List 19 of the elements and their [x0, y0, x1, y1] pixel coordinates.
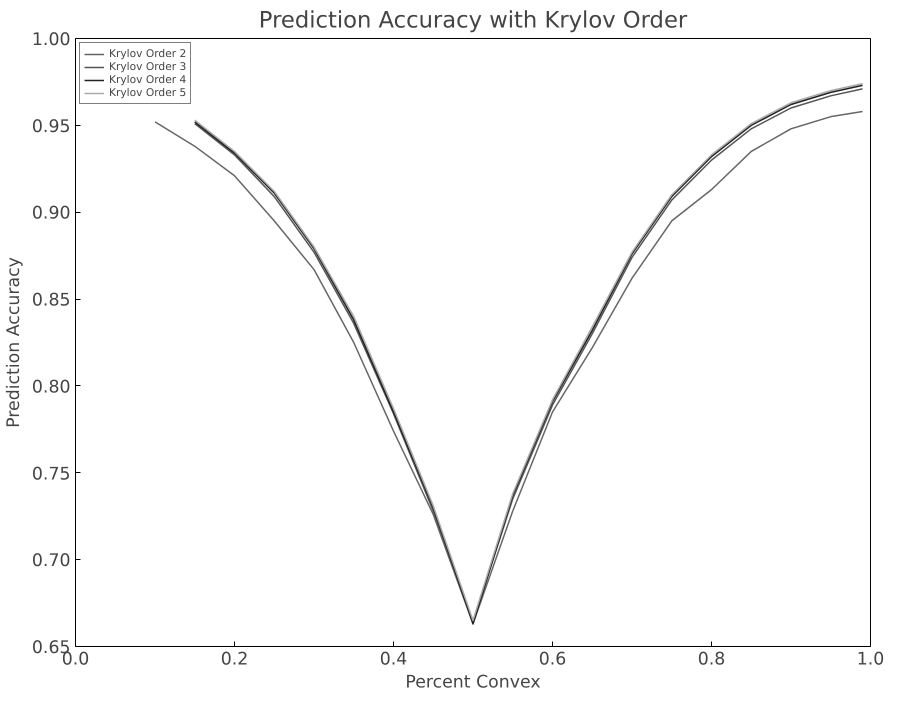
y-tick-label: 0.70 [32, 551, 71, 572]
y-tick-label: 0.85 [32, 290, 71, 311]
y-tick-label: 0.95 [32, 116, 71, 137]
legend-label: Krylov Order 3 [109, 60, 186, 73]
x-tick-label: 1.0 [856, 650, 884, 670]
legend-label: Krylov Order 4 [109, 73, 186, 86]
x-tick-label: 0.8 [698, 650, 726, 670]
legend-label: Krylov Order 2 [109, 47, 186, 60]
y-tick-label: 1.00 [32, 30, 71, 50]
y-tick-label: 0.80 [32, 377, 71, 398]
y-tick-label: 0.90 [32, 204, 71, 224]
x-tick-label: 0.4 [380, 650, 408, 670]
y-axis-title: Prediction Accuracy [4, 257, 24, 428]
x-tick-label: 0.2 [220, 650, 248, 670]
y-tick-label: 0.75 [32, 464, 71, 484]
x-tick-label: 0.6 [538, 650, 566, 670]
x-axis-title: Percent Convex [405, 672, 541, 692]
chart-title: Prediction Accuracy with Krylov Order [258, 8, 688, 34]
legend-label: Krylov Order 5 [109, 86, 186, 99]
